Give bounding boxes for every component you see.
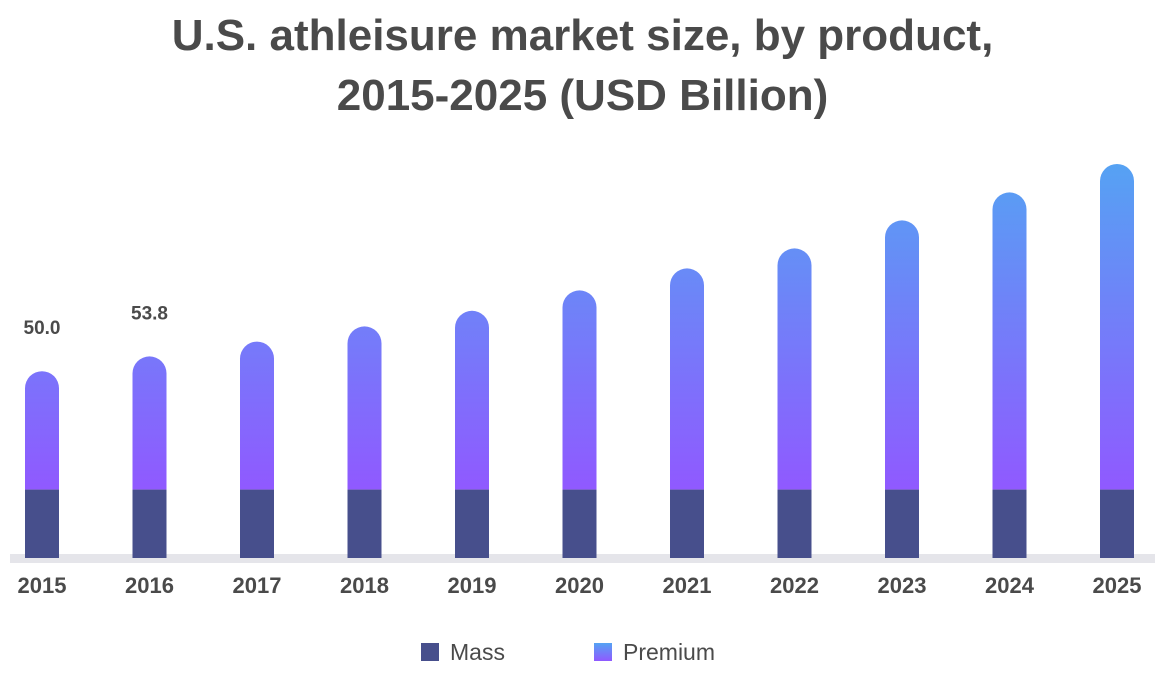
bar-mass-2022 (777, 489, 812, 558)
bar-mass-2024 (992, 489, 1027, 558)
bar-premium-2024 (992, 192, 1027, 490)
chart-title-line-1: U.S. athleisure market size, by product, (171, 11, 994, 60)
legend-item-premium: Premium (594, 634, 715, 670)
labels-layer: 2015 2016 2017 2018 2019 2020 2021 2022 2023 2024… (18, 303, 1142, 598)
bar-mass-2017 (240, 489, 274, 558)
x-tick-label-2020: 2020 (555, 573, 604, 598)
legend-label-mass: Mass (450, 638, 505, 665)
bar-mass-2021 (670, 489, 704, 558)
legend-item-mass: Mass (421, 634, 505, 670)
bar-mass-2019 (455, 489, 489, 558)
bar-mass-2020 (562, 489, 597, 558)
x-tick-label-2024: 2024 (985, 573, 1035, 598)
legend-swatch-premium (594, 643, 612, 661)
bar-premium-2015 (25, 371, 59, 490)
chart-title: U.S. athleisure market size, by product,… (0, 6, 1165, 126)
legend: Mass Premium (0, 634, 1165, 670)
bar-premium-2019 (455, 310, 489, 490)
data-label-2016: 53.8 (131, 303, 168, 324)
legend-label-premium: Premium (623, 638, 716, 665)
data-label-2015: 50.0 (24, 318, 61, 339)
x-tick-label-2022: 2022 (770, 573, 819, 598)
x-tick-label-2016: 2016 (125, 573, 174, 598)
bar-premium-2017 (240, 341, 274, 490)
bars-layer (25, 164, 1134, 558)
bar-premium-2020 (562, 290, 597, 490)
x-tick-label-2017: 2017 (233, 573, 282, 598)
bar-premium-2023 (885, 220, 919, 490)
x-tick-label-2021: 2021 (663, 573, 712, 598)
x-tick-label-2015: 2015 (18, 573, 67, 598)
x-tick-label-2025: 2025 (1093, 573, 1142, 598)
bar-premium-2016 (132, 356, 167, 490)
bar-premium-2018 (347, 326, 382, 490)
x-tick-label-2023: 2023 (878, 573, 927, 598)
bar-premium-2022 (777, 248, 812, 490)
bar-mass-2023 (885, 489, 919, 558)
x-tick-label-2019: 2019 (448, 573, 497, 598)
bar-premium-2021 (670, 268, 704, 490)
bar-mass-2016 (132, 489, 167, 558)
x-tick-label-2018: 2018 (340, 573, 389, 598)
bar-mass-2025 (1100, 489, 1134, 558)
bar-premium-2025 (1100, 164, 1134, 490)
chart-title-line-2: 2015-2025 (USD Billion) (336, 71, 829, 120)
bar-mass-2018 (347, 489, 382, 558)
x-axis-baseline (10, 554, 1155, 563)
bar-mass-2015 (25, 489, 59, 558)
legend-swatch-mass (421, 643, 439, 661)
